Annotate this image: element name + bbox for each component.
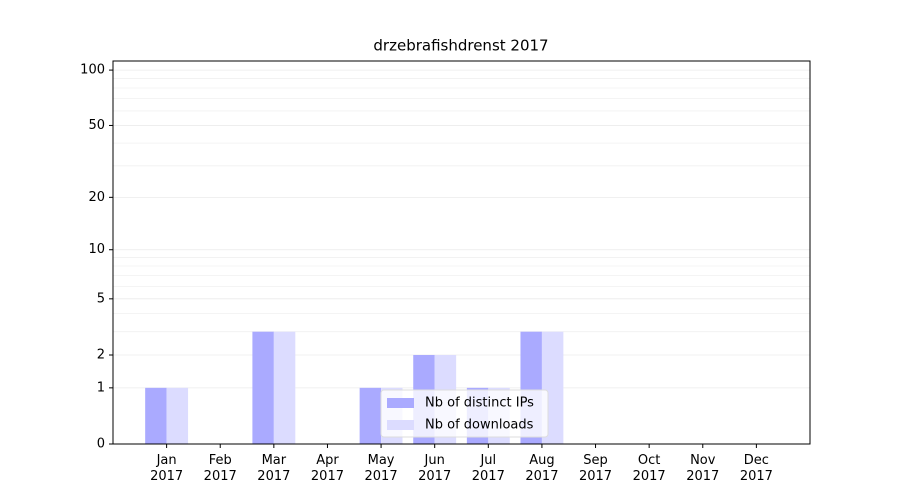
legend-box	[380, 389, 549, 438]
y-tick-label: 10	[88, 242, 105, 257]
x-tick-label: Oct 2017	[632, 453, 666, 484]
bar	[273, 331, 296, 444]
x-tick-label: Jun 2017	[418, 453, 452, 484]
x-tick-label: Mar 2017	[257, 453, 291, 484]
x-tick-label: Feb 2017	[203, 453, 237, 484]
x-tick-label: Nov 2017	[686, 453, 720, 484]
x-tick-label: Sep 2017	[578, 453, 613, 484]
y-tick-label: 50	[88, 118, 105, 133]
x-tick-label: May 2017	[364, 453, 398, 484]
y-tick-label: 100	[80, 63, 105, 78]
legend-swatch	[387, 398, 414, 408]
x-tick-label: Jul 2017	[471, 453, 505, 484]
legend-swatch	[387, 420, 414, 430]
bar	[359, 387, 382, 444]
y-tick-label: 2	[97, 347, 105, 362]
x-tick-label: Dec 2017	[739, 453, 773, 484]
y-tick-label: 5	[97, 291, 105, 306]
legend: Nb of distinct IPs Nb of downloads	[380, 389, 549, 438]
y-tick-label: 1	[97, 380, 105, 395]
x-tick-label: Aug 2017	[525, 453, 559, 484]
bar	[252, 331, 274, 444]
plot-frame	[112, 60, 811, 445]
x-tick-label: Apr 2017	[310, 453, 344, 484]
chart-title: drzebrafishdrenst 2017	[373, 37, 548, 55]
x-tick-label: Jan 2017	[150, 453, 184, 484]
bar	[166, 387, 189, 444]
y-tick-label: 0	[97, 437, 105, 452]
legend-label: Nb of distinct IPs	[425, 396, 534, 411]
legend-label: Nb of downloads	[425, 418, 534, 433]
bar	[145, 387, 167, 444]
y-tick-label: 20	[88, 190, 105, 205]
